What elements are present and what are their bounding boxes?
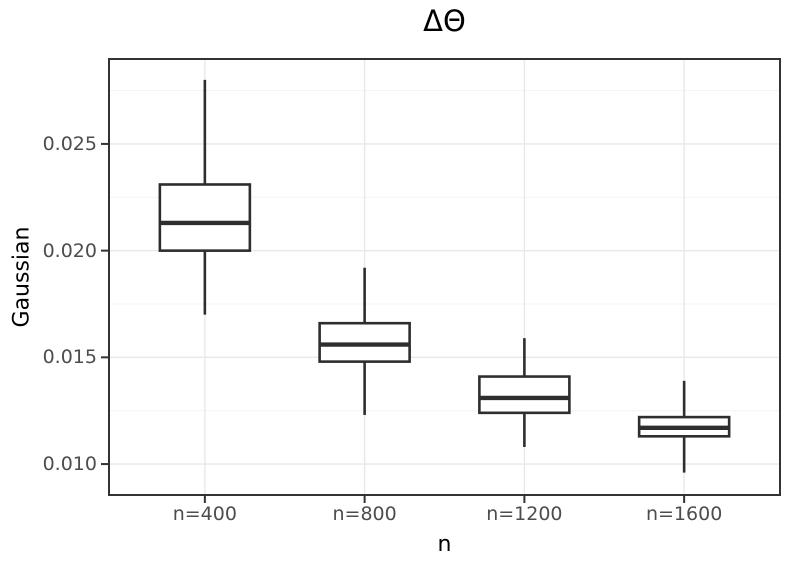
y-tick-label: 0.020	[42, 239, 97, 262]
plot-title: ΔΘ	[423, 4, 466, 38]
boxplot-box	[158, 183, 252, 252]
y-tick-label: 0.015	[42, 346, 97, 369]
x-tick-label: n=1200	[486, 503, 563, 525]
y-tick-label: 0.010	[42, 453, 97, 476]
x-tick-label: n=800	[332, 503, 397, 525]
x-tick-label: n=400	[172, 503, 237, 525]
x-axis-title: n	[437, 532, 452, 557]
boxplot-box	[478, 375, 571, 415]
panel-border	[108, 58, 781, 496]
x-tick-label: n=1600	[645, 503, 723, 525]
y-tick-label: 0.025	[42, 132, 97, 155]
